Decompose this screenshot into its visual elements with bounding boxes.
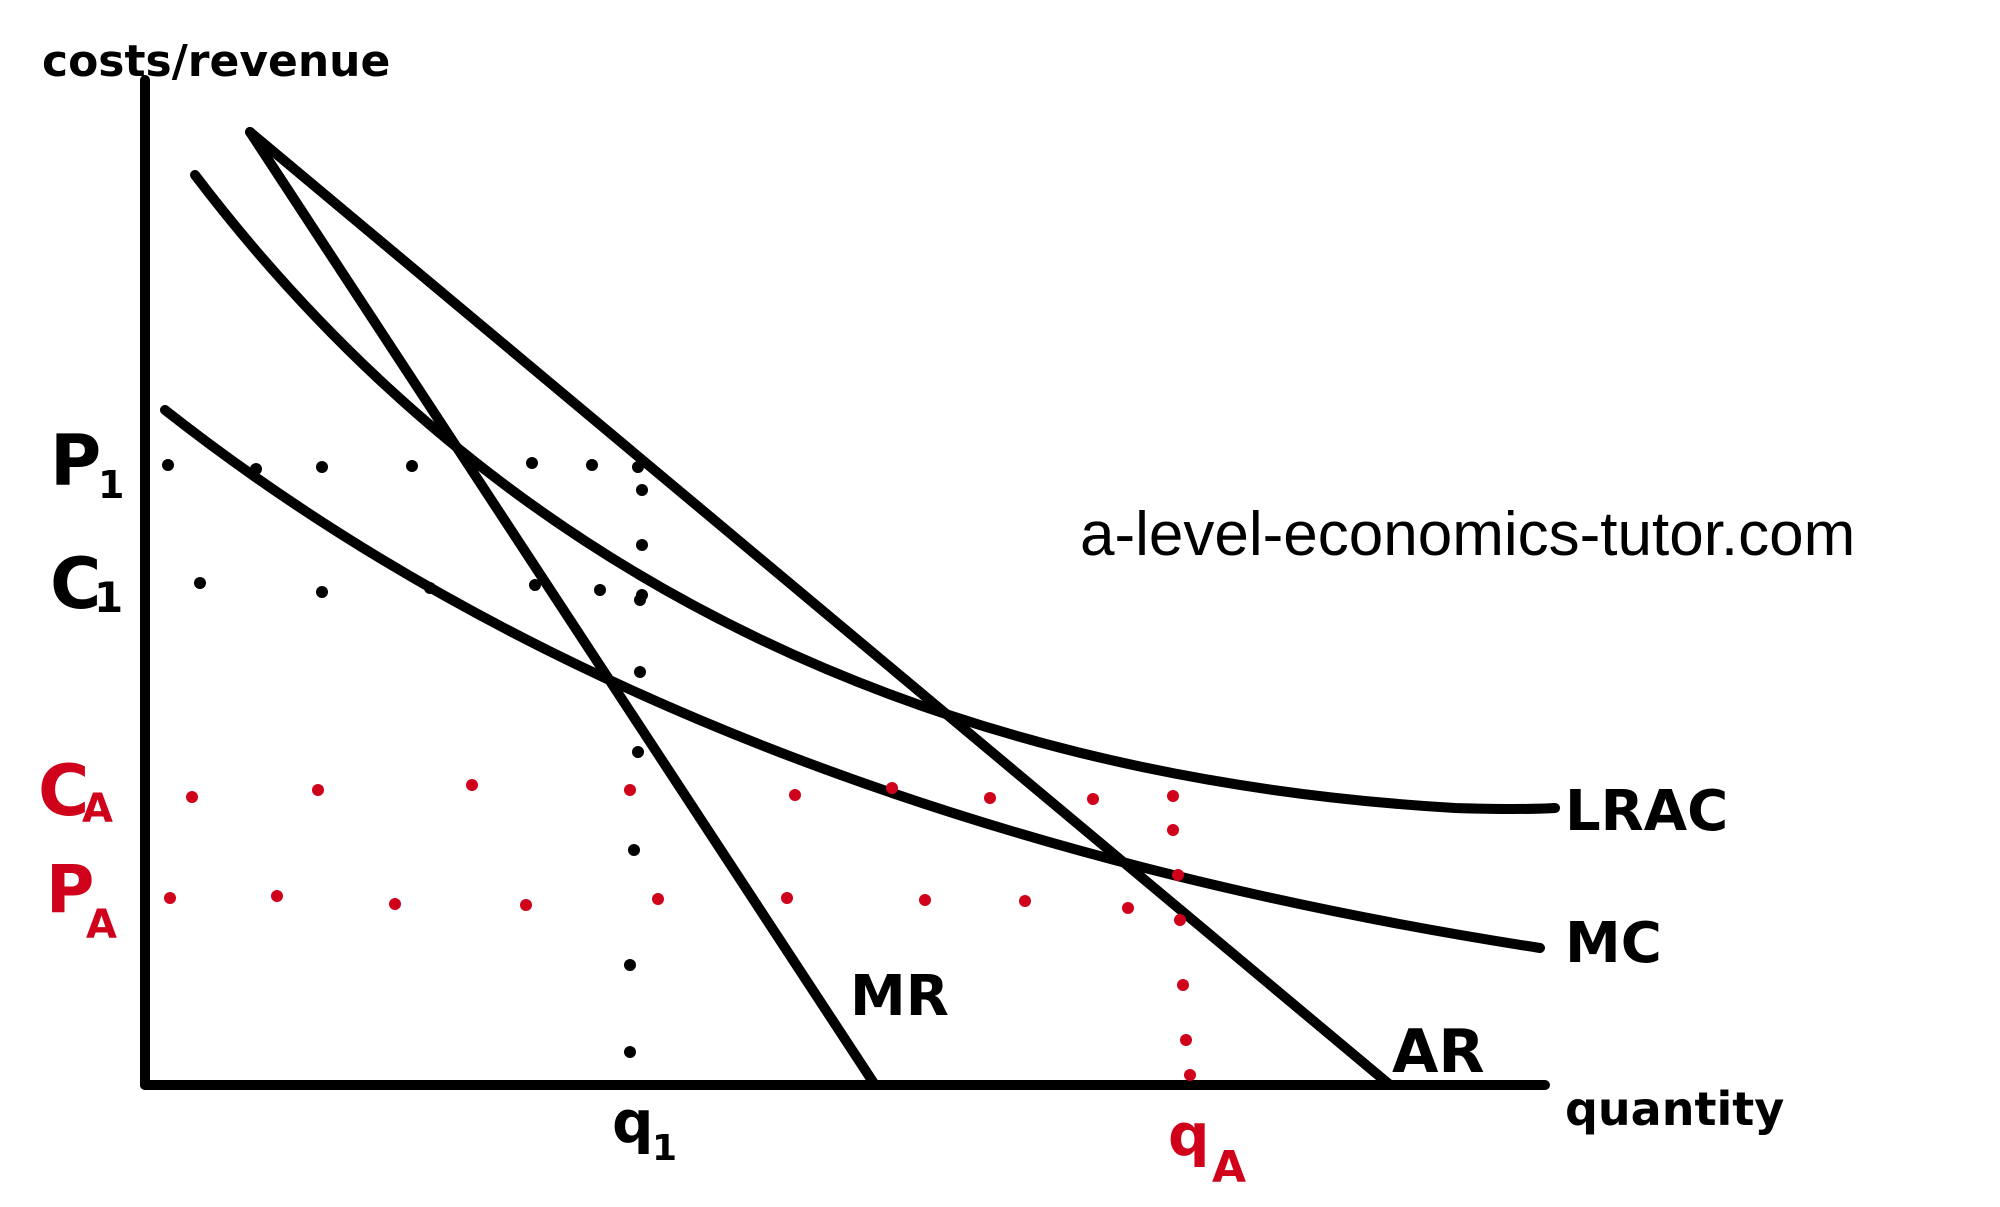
svg-text:P: P bbox=[50, 420, 101, 502]
svg-text:A: A bbox=[86, 902, 117, 948]
c1-dotted-line bbox=[194, 577, 646, 606]
qa-label: q A bbox=[1168, 1101, 1246, 1193]
pa-label: P A bbox=[46, 851, 117, 948]
svg-text:q: q bbox=[612, 1088, 654, 1156]
lrac-curve bbox=[190, 170, 1560, 814]
q1-label: q 1 bbox=[612, 1088, 677, 1169]
svg-text:C: C bbox=[38, 750, 89, 832]
lrac-label: LRAC bbox=[1565, 779, 1728, 844]
y-axis-label: costs/revenue bbox=[42, 36, 390, 87]
c1-label: C 1 bbox=[50, 543, 123, 625]
svg-text:1: 1 bbox=[652, 1128, 677, 1169]
svg-text:A: A bbox=[1212, 1142, 1246, 1193]
svg-text:P: P bbox=[46, 851, 94, 928]
ca-label: C A bbox=[38, 750, 113, 832]
ar-curve bbox=[245, 127, 1395, 1090]
x-axis-label: quantity bbox=[1565, 1082, 1784, 1136]
qa-dotted-line bbox=[1167, 824, 1196, 1081]
mr-label: MR bbox=[850, 964, 949, 1029]
mc-label: MC bbox=[1565, 911, 1662, 976]
pa-dotted-line bbox=[164, 890, 1134, 914]
svg-text:A: A bbox=[82, 786, 113, 832]
ar-label: AR bbox=[1392, 1017, 1485, 1087]
watermark-text: a-level-economics-tutor.com bbox=[1080, 500, 1855, 569]
mr-curve bbox=[245, 127, 880, 1090]
svg-text:1: 1 bbox=[94, 573, 123, 622]
svg-text:q: q bbox=[1168, 1101, 1210, 1169]
mc-curve bbox=[160, 405, 1545, 953]
svg-text:C: C bbox=[50, 543, 101, 625]
p1-label: P 1 bbox=[50, 420, 124, 507]
q1-dotted-line bbox=[624, 484, 648, 1058]
ca-dotted-line bbox=[186, 779, 1179, 805]
p1-dotted-line bbox=[162, 455, 644, 475]
svg-text:1: 1 bbox=[98, 463, 124, 507]
